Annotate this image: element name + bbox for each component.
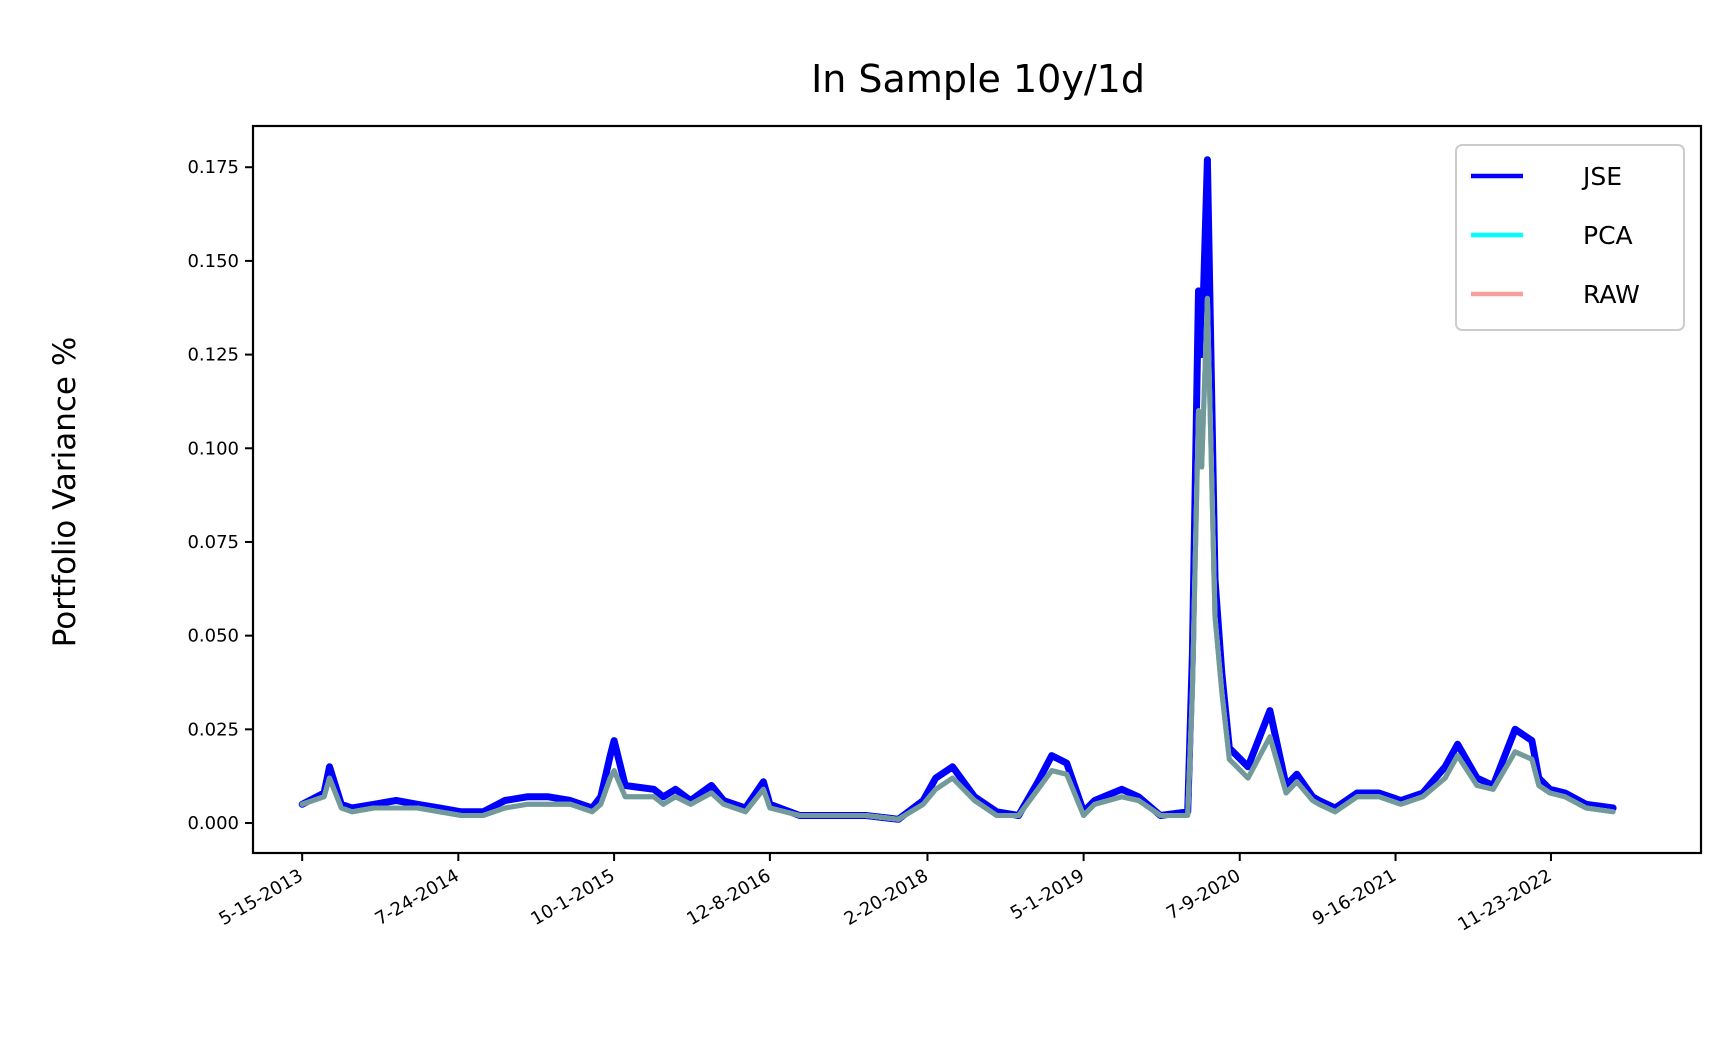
y-tick-label-4: 0.100	[187, 438, 239, 459]
legend-frame	[1455, 144, 1685, 331]
series-overlap-blend	[299, 295, 1616, 822]
y-axis: 0.000 0.025 0.050 0.075 0.100 0.125 0.150 0.175	[187, 157, 253, 834]
chart-title: In Sample 10y/1d	[811, 57, 1145, 101]
series-group	[298, 156, 1617, 823]
y-axis-label: Portfolio Variance %	[47, 337, 83, 648]
y-tick-label-5: 0.125	[187, 345, 239, 366]
plot-frame	[251, 124, 1703, 855]
y-tick-label-1: 0.025	[187, 719, 239, 740]
y-tick-label-3: 0.075	[187, 532, 239, 553]
y-tick-label-0: 0.000	[187, 813, 239, 834]
legend-label-jse: JSE	[1581, 162, 1622, 191]
legend-label-raw: RAW	[1583, 280, 1640, 309]
y-tick-label-7: 0.175	[187, 157, 239, 178]
legend-label-pca: PCA	[1583, 221, 1633, 250]
y-tick-label-2: 0.050	[187, 626, 239, 647]
legend: JSE PCA RAW	[1455, 144, 1685, 331]
y-tick-label-6: 0.150	[187, 251, 239, 272]
